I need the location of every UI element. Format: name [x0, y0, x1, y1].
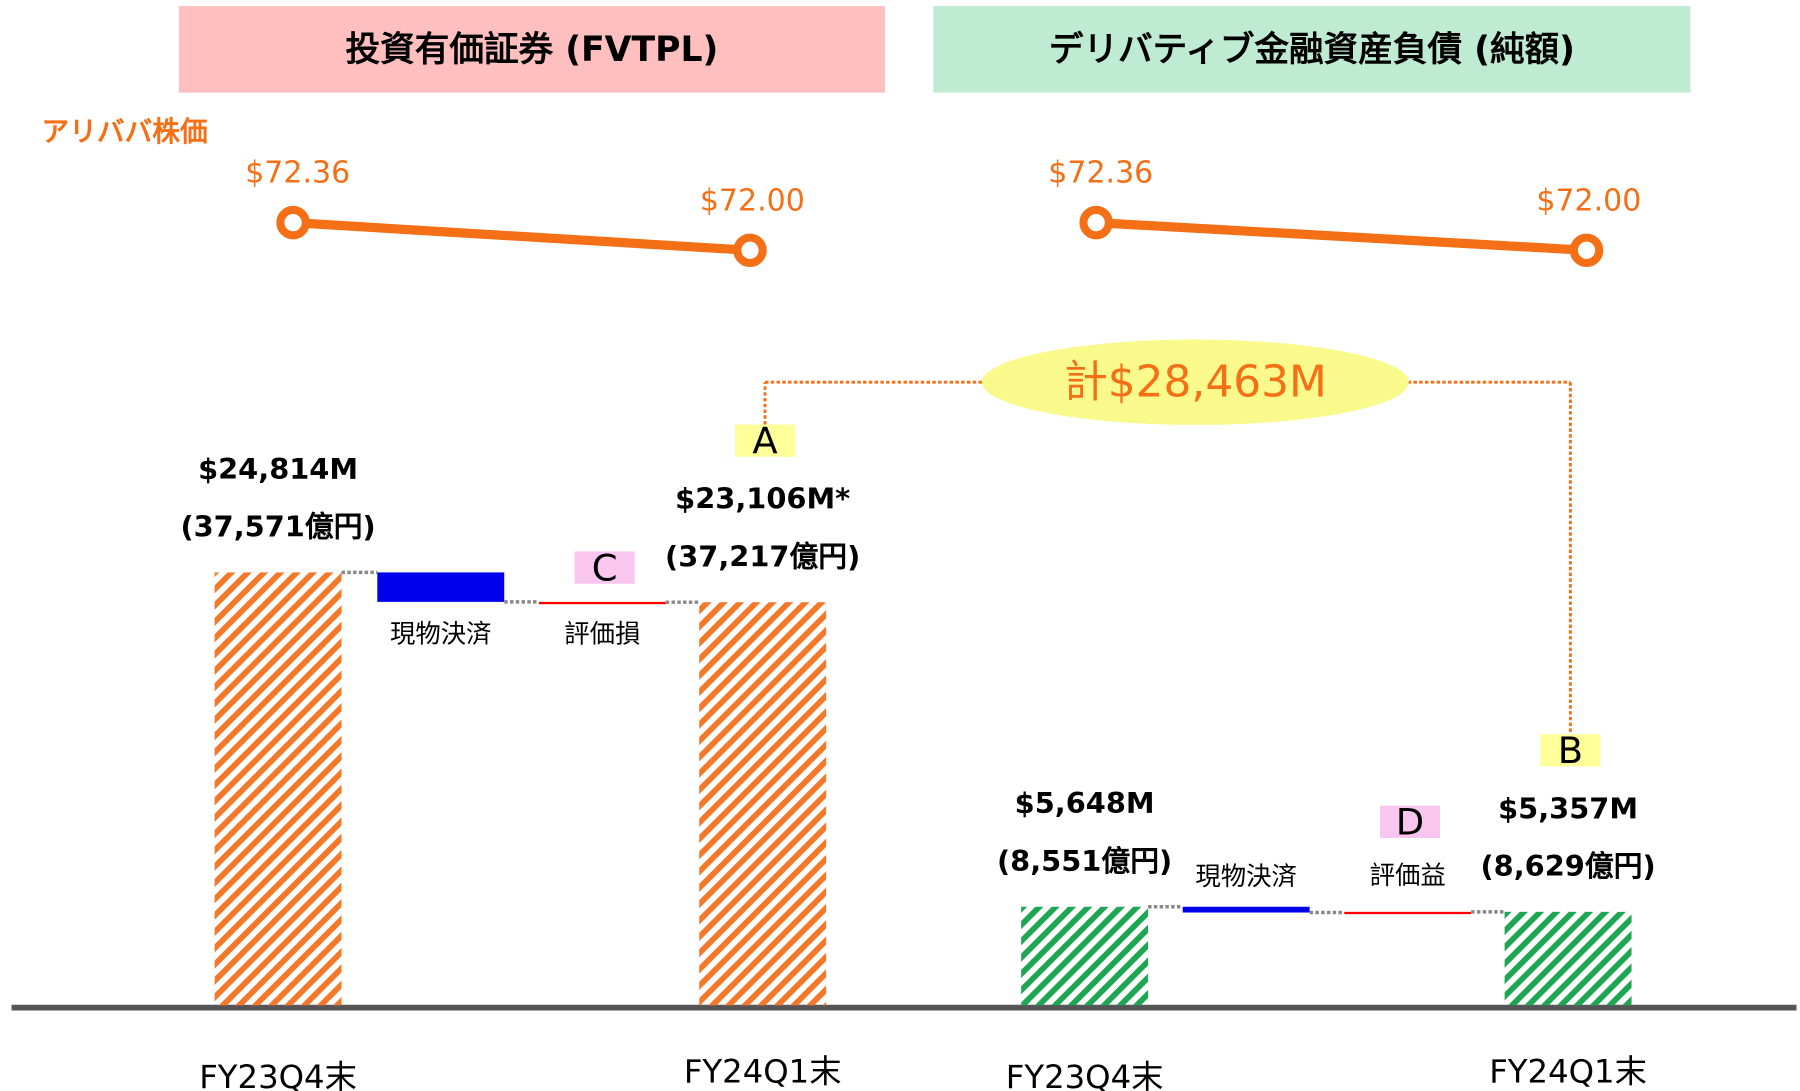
price-line [1095, 218, 1587, 255]
total-bar [1504, 911, 1632, 1006]
category-label: FY23Q4末 [199, 1058, 357, 1091]
total-bar [214, 572, 342, 1006]
tag: D [1396, 801, 1424, 844]
total-ellipse [981, 339, 1409, 425]
category-label: FY24Q1末 [1489, 1052, 1647, 1090]
price-value-label: $72.00 [700, 183, 805, 218]
step-label: 評価損 [564, 619, 640, 649]
value-label: $5,648M [1015, 786, 1155, 820]
tag-box [574, 551, 635, 584]
price-value-label: $72.00 [1536, 183, 1641, 218]
step-bar [538, 601, 666, 605]
tag: B [1558, 729, 1583, 772]
step-bar [377, 572, 505, 602]
tag: A [752, 419, 777, 462]
price-point [733, 233, 767, 268]
yen-label: (8,551億円) [997, 844, 1172, 878]
price-point [1079, 205, 1113, 240]
price-label: アリババ株価 [42, 115, 208, 148]
tag-box [735, 424, 795, 457]
tag: C [592, 546, 618, 589]
total-bar [699, 602, 827, 1006]
value-label: $24,814M [198, 452, 358, 486]
yen-label: (37,571億円) [180, 510, 375, 544]
price-value-label: $72.36 [1048, 156, 1153, 191]
price-line [292, 218, 751, 255]
yen-label: (8,629億円) [1480, 849, 1655, 883]
value-label: $5,357M [1498, 791, 1638, 825]
step-label: 現物決済 [390, 618, 492, 648]
panel-title: デリバティブ金融資産負債 (純額) [1049, 30, 1575, 70]
step-bar [1182, 906, 1310, 913]
step-label: 評価益 [1370, 860, 1446, 890]
price-value-label: $72.36 [245, 156, 350, 191]
step-bar [1344, 911, 1472, 915]
panel-title: 投資有価証券 (FVTPL) [346, 30, 719, 70]
price-point [1569, 233, 1604, 268]
price-point [276, 205, 310, 240]
panel-header [933, 6, 1691, 93]
yen-label: (37,217億円) [665, 539, 860, 573]
panel-header [178, 6, 885, 93]
tag-box [1380, 805, 1440, 839]
category-label: FY23Q4末 [1006, 1058, 1164, 1091]
category-label: FY24Q1末 [684, 1052, 842, 1090]
value-label: $23,106M* [675, 482, 850, 516]
total-annotation: 計$28,463M [1064, 357, 1327, 408]
tag-box [1540, 734, 1601, 767]
total-bar [1021, 906, 1149, 1006]
step-label: 現物決済 [1195, 861, 1297, 891]
